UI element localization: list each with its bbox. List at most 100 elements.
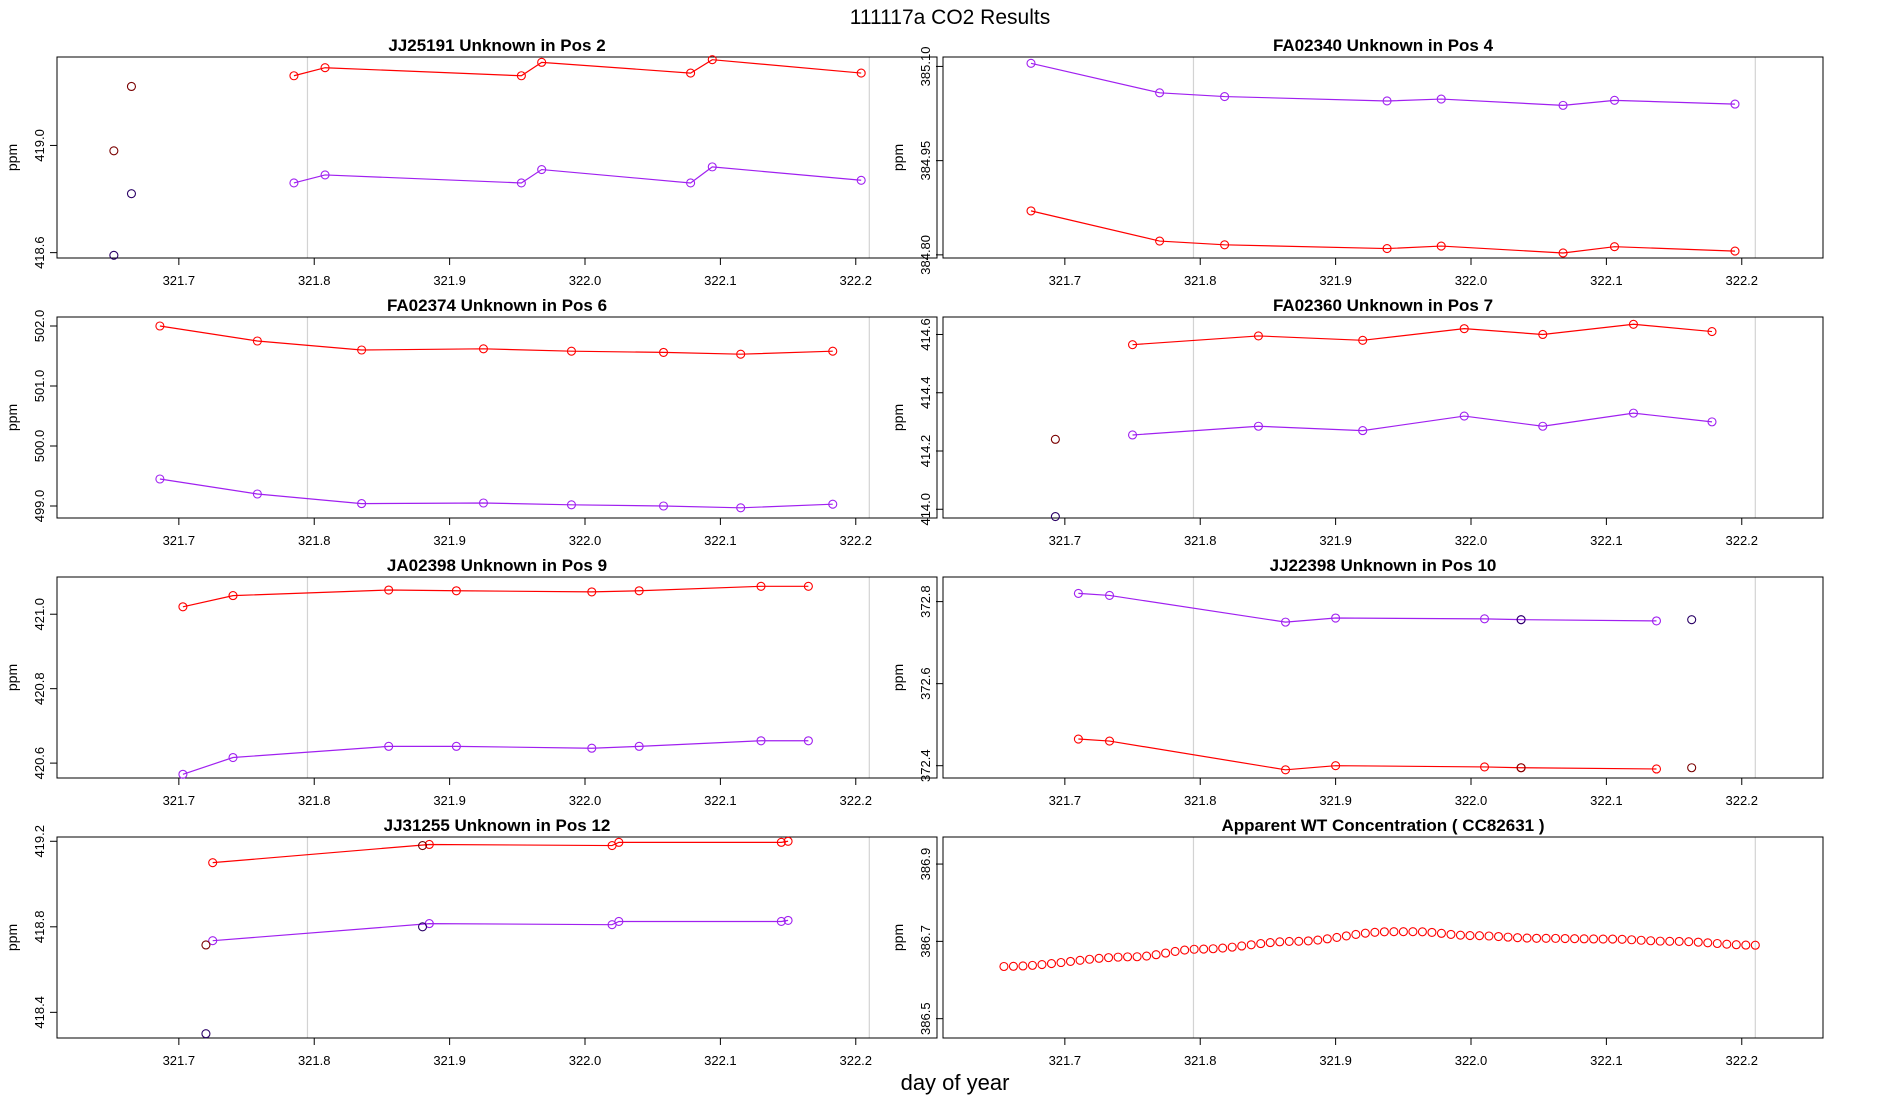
x-tick-label: 322.2 — [839, 793, 872, 808]
chart-panel-4: FA02360 Unknown in Pos 7 321.7 321.8 321.9 3… — [890, 296, 1824, 548]
data-point-concentration — [1417, 927, 1427, 937]
data-point-dark-red — [1687, 763, 1697, 773]
data-point-purple — [1331, 613, 1341, 623]
data-point-concentration — [1170, 946, 1180, 956]
x-tick-label: 321.9 — [433, 1053, 466, 1068]
data-point-concentration — [1227, 942, 1237, 952]
data-point-red — [1280, 765, 1291, 775]
y-tick-label: 419.2 — [32, 825, 47, 858]
data-point-concentration — [1284, 936, 1294, 946]
y-tick-label: 385.10 — [918, 47, 933, 87]
data-point-red — [478, 344, 489, 354]
chart-title: JA02398 Unknown in Pos 9 — [387, 556, 607, 575]
series-line-red — [1078, 738, 1657, 771]
data-point-concentration — [1046, 959, 1057, 969]
data-point-concentration — [1627, 935, 1637, 945]
x-tick-label: 321.9 — [1319, 793, 1352, 808]
data-point-concentration — [1142, 951, 1152, 961]
y-tick-label: 418.4 — [32, 996, 47, 1029]
data-point-dark-red — [1516, 763, 1526, 773]
x-tick-label: 321.7 — [163, 533, 196, 548]
y-tick-label: 418.6 — [32, 236, 47, 269]
data-point-red — [828, 346, 838, 356]
data-point-purple — [566, 500, 577, 510]
chart-panel-8: Apparent WT Concentration ( CC82631 ) 321… — [890, 816, 1824, 1068]
y-tick-label: 501.0 — [32, 370, 47, 403]
data-point-concentration — [1636, 935, 1646, 945]
y-tick-label: 421.0 — [32, 598, 47, 631]
data-point-red — [228, 591, 238, 601]
data-point-red — [320, 63, 330, 73]
data-point-concentration — [1532, 933, 1542, 943]
y-tick-label: 372.6 — [918, 667, 933, 700]
x-tick-label: 321.9 — [433, 273, 466, 288]
data-point-concentration — [1693, 937, 1703, 947]
data-point-dark-purple — [201, 1029, 211, 1039]
data-point-purple — [1651, 616, 1662, 626]
data-point-concentration — [1655, 936, 1665, 946]
x-tick-label: 321.7 — [163, 273, 196, 288]
data-point-purple — [803, 736, 813, 746]
data-point-red — [803, 581, 813, 591]
figure-xlabel: day of year — [901, 1070, 1010, 1095]
y-tick-label: 418.8 — [32, 911, 47, 944]
y-tick-label: 372.8 — [918, 585, 933, 618]
data-point-red — [208, 858, 218, 868]
data-point-red — [1538, 329, 1548, 340]
data-point-concentration — [1341, 931, 1351, 941]
x-tick-label: 321.7 — [163, 1053, 196, 1068]
data-point-red — [736, 349, 746, 359]
data-point-concentration — [1608, 934, 1618, 944]
y-tick-label: 386.9 — [918, 848, 933, 881]
data-point-concentration — [1303, 936, 1313, 946]
data-point-red — [1558, 248, 1568, 258]
data-point-dark-red — [417, 841, 428, 851]
x-tick-label: 321.9 — [433, 533, 466, 548]
chart-panel-7: JJ31255 Unknown in Pos 12 321.7 321.8 321.9… — [4, 816, 938, 1068]
data-point-dark-purple — [109, 250, 119, 260]
data-point-purple — [1220, 92, 1230, 102]
x-tick-label: 322.2 — [1725, 1053, 1758, 1068]
series-line-red — [1030, 210, 1736, 254]
plot-frame — [942, 56, 1824, 259]
data-point-purple — [1558, 100, 1568, 110]
x-tick-label: 321.8 — [298, 793, 331, 808]
data-point-purple — [756, 736, 766, 746]
data-point-concentration — [1560, 933, 1570, 944]
x-tick-label: 321.8 — [298, 533, 331, 548]
plot-frame — [942, 836, 1824, 1039]
x-tick-label: 322.1 — [704, 1053, 737, 1068]
y-tick-label: 414.4 — [918, 376, 933, 409]
x-tick-label: 321.9 — [433, 793, 466, 808]
data-point-purple — [1026, 58, 1036, 68]
data-point-concentration — [1579, 934, 1589, 944]
data-point-concentration — [1151, 950, 1161, 960]
data-point-purple — [1073, 588, 1083, 598]
data-point-concentration — [1332, 932, 1342, 942]
data-point-concentration — [1570, 934, 1580, 944]
data-point-concentration — [1008, 961, 1018, 971]
data-point-concentration — [1199, 944, 1209, 954]
chart-title: FA02340 Unknown in Pos 4 — [1273, 36, 1494, 55]
x-tick-label: 322.1 — [704, 533, 737, 548]
data-point-red — [1609, 242, 1620, 252]
data-point-purple — [1155, 88, 1165, 98]
y-tick-label: 384.80 — [918, 235, 933, 275]
data-point-red — [1436, 241, 1446, 251]
data-point-concentration — [1161, 948, 1171, 958]
x-tick-label: 321.9 — [1319, 533, 1352, 548]
x-tick-label: 321.7 — [1049, 533, 1082, 548]
data-point-red — [1479, 762, 1490, 772]
y-axis-label: ppm — [4, 404, 20, 431]
data-point-purple — [252, 489, 262, 499]
data-point-concentration — [1027, 960, 1038, 970]
data-point-dark-purple — [1516, 615, 1526, 625]
x-tick-label: 321.7 — [1049, 273, 1082, 288]
data-point-concentration — [1436, 928, 1446, 938]
data-point-concentration — [1684, 937, 1694, 947]
data-point-red — [587, 587, 597, 597]
data-point-red — [1331, 761, 1341, 771]
data-point-dark-purple — [126, 189, 137, 199]
x-tick-label: 321.7 — [1049, 1053, 1082, 1068]
data-point-purple — [516, 178, 526, 188]
